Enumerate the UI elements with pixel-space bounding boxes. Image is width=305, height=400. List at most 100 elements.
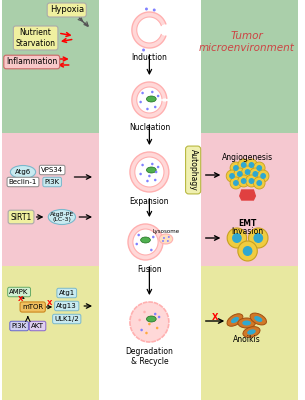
Circle shape <box>249 178 254 184</box>
Text: Tumor
microenvironment: Tumor microenvironment <box>199 31 295 53</box>
Circle shape <box>253 162 265 174</box>
Text: Degradation
& Recycle: Degradation & Recycle <box>125 347 173 366</box>
Circle shape <box>238 241 257 261</box>
Text: EMT: EMT <box>239 220 257 228</box>
Circle shape <box>138 319 141 321</box>
Circle shape <box>141 92 144 94</box>
Circle shape <box>243 246 253 256</box>
Ellipse shape <box>227 314 243 326</box>
Text: Hypoxia: Hypoxia <box>50 6 84 14</box>
Circle shape <box>158 316 160 318</box>
Text: PI3K: PI3K <box>45 179 60 185</box>
Circle shape <box>148 323 151 325</box>
Text: Nucleation: Nucleation <box>129 123 170 132</box>
Circle shape <box>229 173 235 179</box>
Ellipse shape <box>254 316 262 322</box>
Text: Angiogenesis: Angiogenesis <box>222 152 273 162</box>
Text: VPS34: VPS34 <box>41 167 63 173</box>
Ellipse shape <box>238 318 255 328</box>
Circle shape <box>130 152 169 192</box>
Circle shape <box>260 173 266 179</box>
Circle shape <box>154 106 156 108</box>
Text: Lysosome: Lysosome <box>152 228 179 234</box>
Circle shape <box>246 175 257 187</box>
Circle shape <box>249 168 261 180</box>
Polygon shape <box>132 82 167 118</box>
Circle shape <box>154 179 156 181</box>
Circle shape <box>156 327 158 329</box>
Circle shape <box>257 170 269 182</box>
Circle shape <box>227 228 247 248</box>
Bar <box>2 133 99 266</box>
Text: PI3K: PI3K <box>12 323 27 329</box>
Circle shape <box>242 166 253 178</box>
Text: Fusion: Fusion <box>137 265 162 274</box>
Text: ULK1/2: ULK1/2 <box>54 316 79 322</box>
Circle shape <box>146 180 149 182</box>
Circle shape <box>152 236 155 238</box>
Ellipse shape <box>159 234 173 244</box>
Text: Expansion: Expansion <box>130 197 169 206</box>
Circle shape <box>246 159 257 171</box>
Circle shape <box>133 229 158 255</box>
Ellipse shape <box>250 313 267 325</box>
Circle shape <box>150 249 152 251</box>
Circle shape <box>241 162 247 168</box>
Circle shape <box>230 162 242 174</box>
Circle shape <box>226 170 238 182</box>
Polygon shape <box>132 12 166 48</box>
Circle shape <box>237 171 243 177</box>
Circle shape <box>130 302 169 342</box>
Ellipse shape <box>146 316 156 322</box>
Circle shape <box>253 177 265 189</box>
Bar <box>201 0 298 133</box>
Text: X: X <box>18 296 24 302</box>
Circle shape <box>151 91 153 93</box>
Ellipse shape <box>48 210 76 224</box>
Text: Autophagy: Autophagy <box>188 149 198 191</box>
Circle shape <box>139 101 142 103</box>
Ellipse shape <box>231 317 239 323</box>
Circle shape <box>253 171 258 177</box>
Ellipse shape <box>141 237 150 243</box>
Text: Inflammation: Inflammation <box>6 58 57 66</box>
Text: Nutrient
Starvation: Nutrient Starvation <box>16 28 56 48</box>
Text: Atg8-PE
(LC-3): Atg8-PE (LC-3) <box>50 212 74 222</box>
Circle shape <box>238 159 249 171</box>
Text: Atg6: Atg6 <box>15 169 31 175</box>
Circle shape <box>148 175 151 177</box>
Circle shape <box>234 168 246 180</box>
Circle shape <box>157 166 160 168</box>
Circle shape <box>138 234 140 236</box>
Circle shape <box>233 180 239 186</box>
Circle shape <box>238 175 249 187</box>
Circle shape <box>245 169 250 175</box>
Circle shape <box>162 240 164 242</box>
Text: Invasion: Invasion <box>231 226 264 236</box>
Circle shape <box>143 311 146 313</box>
Circle shape <box>146 108 149 110</box>
Text: X: X <box>47 300 52 306</box>
Text: SIRT1: SIRT1 <box>10 212 32 222</box>
Ellipse shape <box>242 320 251 326</box>
Ellipse shape <box>247 329 256 335</box>
Text: Atg1: Atg1 <box>59 290 75 296</box>
Circle shape <box>128 224 163 260</box>
Circle shape <box>145 8 148 10</box>
Circle shape <box>151 163 153 165</box>
Circle shape <box>145 332 148 334</box>
Circle shape <box>241 178 247 184</box>
Text: Atg13: Atg13 <box>56 303 77 309</box>
Bar <box>2 0 99 133</box>
Circle shape <box>155 171 157 173</box>
Ellipse shape <box>243 327 260 337</box>
Circle shape <box>249 228 268 248</box>
Ellipse shape <box>146 167 156 173</box>
Circle shape <box>153 8 156 12</box>
Ellipse shape <box>10 166 36 178</box>
Circle shape <box>154 313 156 315</box>
Circle shape <box>163 237 165 239</box>
Bar <box>99 0 201 400</box>
Circle shape <box>253 233 263 243</box>
Circle shape <box>139 173 142 175</box>
